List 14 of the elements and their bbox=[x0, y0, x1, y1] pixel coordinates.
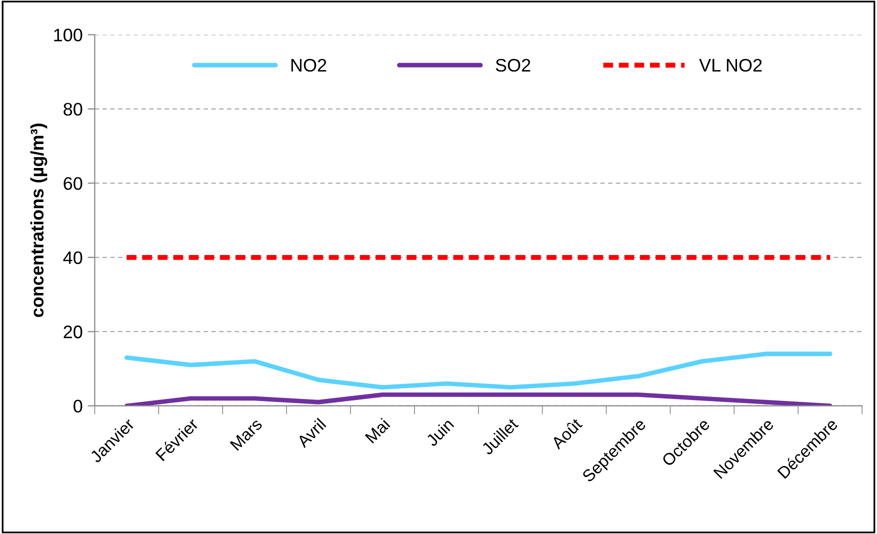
line-series bbox=[124, 352, 832, 390]
y-axis-title: concentrations (µg/m³) bbox=[30, 124, 48, 318]
x-tick-label: Juin bbox=[424, 418, 454, 448]
legend-label: VL NO2 bbox=[699, 58, 762, 72]
y-tick-label: 40 bbox=[63, 251, 82, 264]
y-tick-label: 0 bbox=[74, 400, 82, 413]
legend-label: NO2 bbox=[291, 58, 326, 72]
y-tick-label: 80 bbox=[64, 102, 82, 116]
x-tick-label: Mai bbox=[364, 418, 390, 444]
y-tick-label: 20 bbox=[64, 326, 82, 338]
y-tick-label: 60 bbox=[64, 177, 82, 190]
y-tick-label: 100 bbox=[54, 28, 82, 42]
legend-label: SO2 bbox=[496, 58, 530, 72]
line-series bbox=[124, 392, 832, 406]
